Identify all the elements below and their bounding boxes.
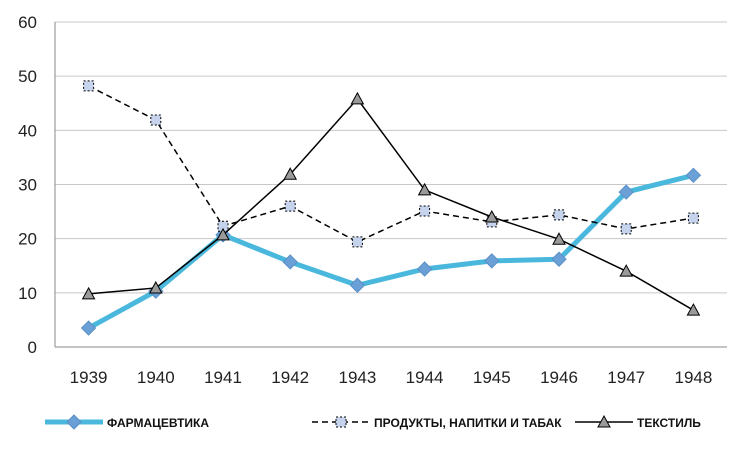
diamond-marker (551, 251, 567, 267)
triangle-marker (686, 303, 701, 316)
triangle-marker (350, 91, 365, 105)
triangle-marker (81, 286, 96, 300)
triangle-marker (552, 232, 566, 245)
series-line (88, 85, 694, 243)
triangle-marker (283, 167, 298, 180)
triangle-marker (148, 280, 163, 294)
square-marker (284, 200, 296, 212)
x-tick-label: 1941 (204, 368, 242, 387)
y-tick-label: 50 (18, 67, 37, 86)
x-tick-label: 1944 (406, 368, 444, 387)
diamond-marker (685, 167, 702, 183)
square-marker (83, 80, 95, 92)
square-marker (553, 209, 565, 221)
triangle-marker (417, 182, 432, 196)
triangle-marker (216, 227, 230, 241)
x-tick-label: 1945 (473, 368, 511, 387)
series-1 (83, 80, 699, 248)
legend-label: ПРОДУКТЫ, НАПИТКИ И ТАБАК (374, 416, 562, 430)
triangle-marker (484, 209, 499, 223)
x-tick-label: 1947 (607, 368, 645, 387)
square-marker (419, 205, 431, 217)
y-tick-label: 40 (18, 121, 37, 140)
diamond-marker (416, 261, 433, 277)
diamond-marker (484, 253, 500, 269)
legend-item-0: ФАРМАЦЕВТИКА (45, 414, 209, 430)
square-marker (620, 223, 632, 235)
y-tick-label: 30 (18, 176, 37, 195)
x-tick-label: 1940 (137, 368, 175, 387)
square-marker (335, 416, 347, 428)
series-line (88, 97, 694, 311)
diamond-marker (66, 414, 82, 430)
diamond-marker (349, 277, 366, 293)
y-tick-label: 0 (28, 338, 37, 357)
x-tick-label: 1946 (540, 368, 578, 387)
diamond-marker (80, 320, 97, 336)
x-tick-label: 1942 (271, 368, 309, 387)
legend-item-1: ПРОДУКТЫ, НАПИТКИ И ТАБАК (312, 416, 562, 430)
legend-label: ТЕКСТИЛЬ (637, 416, 701, 430)
triangle-marker (619, 264, 634, 277)
y-tick-label: 20 (18, 230, 37, 249)
series-line (87, 172, 695, 331)
diamond-marker (618, 184, 634, 200)
x-tick-label: 1939 (70, 368, 108, 387)
y-tick-label: 60 (18, 13, 37, 32)
square-marker (351, 236, 363, 248)
x-tick-label: 1948 (674, 368, 712, 387)
series-0 (80, 167, 702, 336)
diamond-marker (282, 254, 298, 270)
x-tick-label: 1943 (338, 368, 376, 387)
y-tick-label: 10 (18, 284, 37, 303)
square-marker (687, 212, 699, 224)
legend-label: ФАРМАЦЕВТИКА (107, 416, 209, 430)
square-marker (150, 114, 162, 126)
series-2 (81, 91, 701, 316)
legend-item-2: ТЕКСТИЛЬ (575, 414, 701, 430)
triangle-marker (597, 414, 611, 428)
